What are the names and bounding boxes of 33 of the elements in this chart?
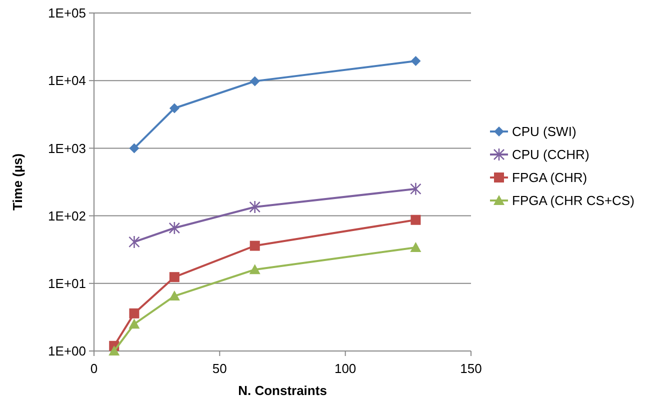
point — [129, 308, 140, 318]
y-tick-label: 1E+00 — [48, 344, 86, 359]
legend-label: CPU (SWI) — [512, 124, 576, 140]
x-axis-title: N. Constraints — [238, 383, 327, 398]
point — [250, 240, 260, 251]
point — [169, 103, 180, 114]
point — [410, 56, 421, 66]
point — [250, 76, 260, 86]
point — [168, 221, 180, 235]
y-tick-label: 1E+01 — [48, 276, 86, 291]
x-tick-label: 100 — [334, 361, 356, 376]
x-tick-label: 150 — [460, 361, 482, 376]
legend-label: CPU (CCHR) — [512, 147, 590, 162]
point — [410, 214, 421, 225]
point — [410, 242, 422, 252]
x-tick-label: 50 — [212, 361, 227, 376]
point — [128, 318, 140, 329]
point — [168, 290, 180, 301]
legend-label: FPGA (CHR CS+CS) — [512, 193, 634, 208]
y-tick-label: 1E+03 — [48, 140, 86, 156]
y-axis-title: Time (µs) — [10, 153, 25, 211]
y-tick-label: 1E+05 — [48, 6, 86, 21]
x-tick-label: 0 — [90, 361, 98, 376]
point — [249, 264, 260, 274]
point — [108, 346, 120, 356]
legend-label: FPGA (CHR) — [512, 170, 588, 186]
y-tick-label: 1E+04 — [48, 73, 86, 88]
point — [249, 200, 261, 214]
point — [410, 182, 422, 196]
y-tick-label: 1E+02 — [48, 208, 86, 224]
point — [129, 143, 140, 154]
point — [169, 272, 180, 282]
point — [128, 235, 140, 249]
